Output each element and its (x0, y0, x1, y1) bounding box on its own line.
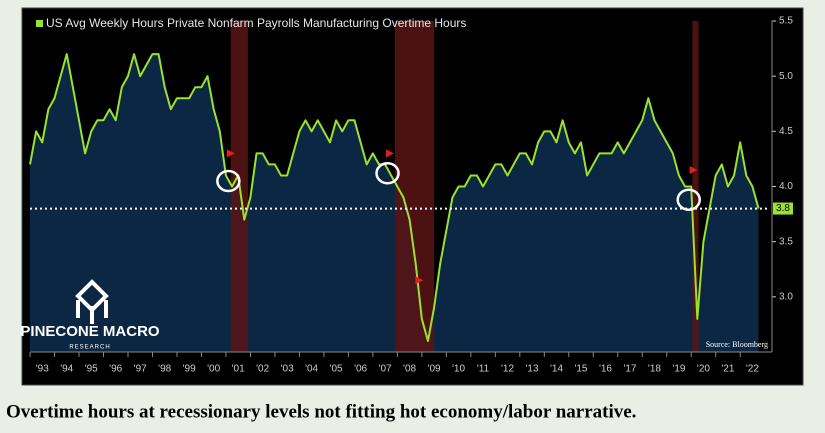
x-tick-label: '17 (623, 364, 636, 375)
x-tick-label: '09 (428, 364, 441, 375)
x-tick-label: '04 (305, 364, 318, 375)
x-tick-label: '15 (574, 364, 587, 375)
flag-marker (689, 165, 698, 174)
x-tick-label: '01 (232, 364, 245, 375)
legend-swatch (36, 20, 43, 27)
y-tick-label: 4.0 (779, 181, 793, 192)
x-tick-label: '12 (501, 364, 514, 375)
y-tick-label: 3.5 (779, 236, 793, 247)
x-tick-label: '99 (183, 364, 196, 375)
last-value-box (773, 202, 793, 215)
x-tick-label: '14 (550, 364, 563, 375)
x-tick-label: '03 (281, 364, 294, 375)
y-tick-label: 5.5 (779, 16, 793, 27)
caption: Overtime hours at recessionary levels no… (6, 401, 636, 422)
x-tick-label: '94 (60, 364, 73, 375)
x-tick-label: '95 (85, 364, 98, 375)
highlight-circle (676, 188, 701, 211)
x-tick-label: '10 (452, 364, 465, 375)
source: Source: Bloomberg (706, 340, 768, 349)
recession-band (394, 21, 435, 352)
x-tick-label: '19 (672, 364, 685, 375)
x-tick-label: '16 (599, 364, 612, 375)
flag-marker (385, 149, 394, 158)
x-tick-label: '18 (648, 364, 661, 375)
x-tick-label: '08 (403, 364, 416, 375)
y-tick-label: 5.0 (779, 71, 793, 82)
x-tick-label: '20 (697, 364, 710, 375)
y-tick-label: 3.0 (779, 291, 793, 302)
last-value-label: 3.8 (776, 203, 790, 214)
x-tick-label: '11 (477, 364, 490, 375)
recession-band (692, 21, 699, 352)
highlight-circle (375, 162, 400, 185)
area (30, 54, 759, 352)
x-tick-label: '22 (746, 364, 759, 375)
x-tick-label: '96 (109, 364, 122, 375)
flag-marker (226, 149, 235, 158)
x-tick-label: '05 (330, 364, 343, 375)
x-tick-label: '06 (354, 364, 367, 375)
highlight-circle (216, 169, 241, 193)
x-tick-label: '13 (525, 364, 538, 375)
x-tick-label: '00 (207, 364, 220, 375)
x-tick-label: '02 (256, 364, 269, 375)
x-tick-label: '98 (158, 364, 171, 375)
x-tick-label: '07 (379, 364, 392, 375)
logo-icon (75, 279, 109, 324)
logo-text: PINECONE MACRO (20, 323, 160, 340)
logo-subtext: RESEARCH (69, 345, 110, 351)
chart-title: US Avg Weekly Hours Private Nonfarm Payr… (46, 16, 466, 30)
plot: 3.0 3.5 4.0 4.5 5.0 5.5 '93 '94 '95 '96 '97 '98 '99 '… (29, 16, 793, 375)
x-tick-label: '93 (36, 364, 49, 375)
x-tick-label: '97 (134, 364, 147, 375)
x-tick-label: '21 (721, 364, 734, 375)
flag-marker (415, 276, 424, 285)
y-tick-label: 4.5 (779, 126, 793, 137)
